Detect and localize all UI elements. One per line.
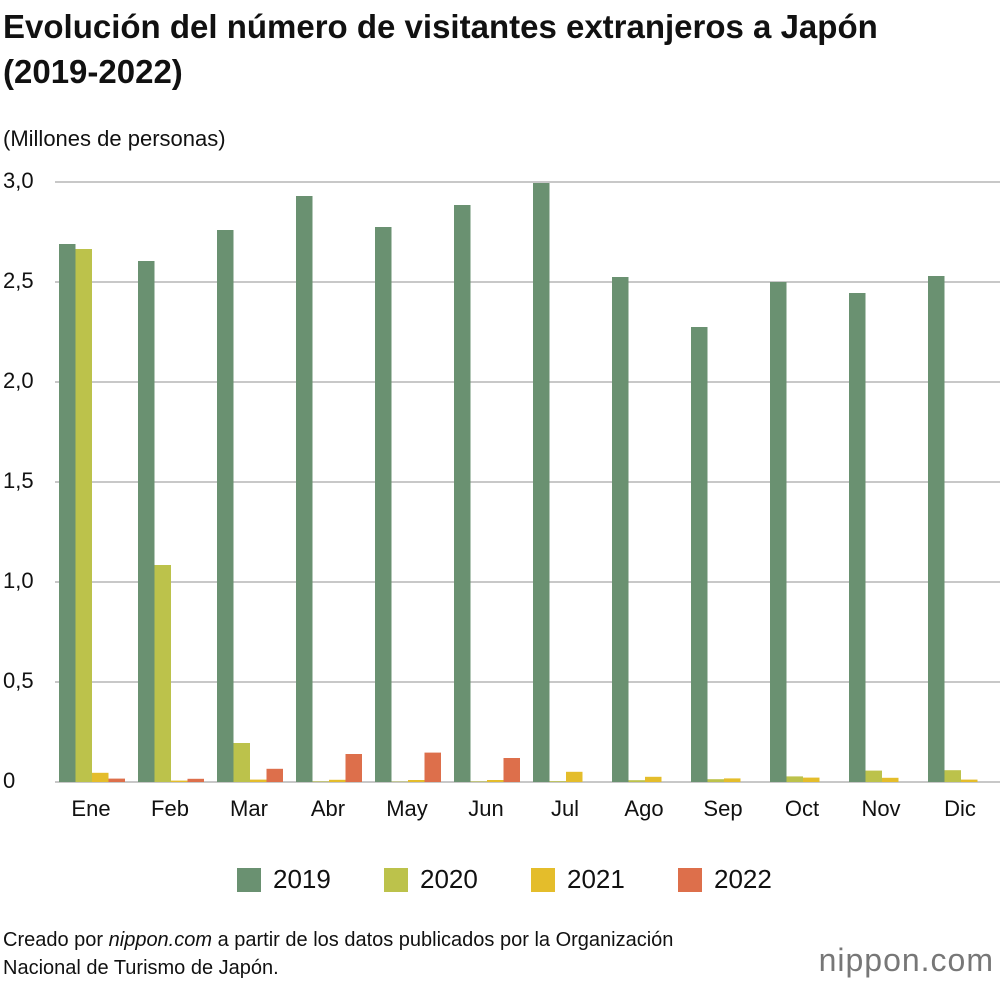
bar: [944, 770, 961, 782]
bar: [138, 261, 155, 782]
bar: [882, 777, 899, 782]
legend-swatch: [237, 868, 261, 892]
bar: [408, 780, 425, 782]
x-tick-label: May: [386, 796, 428, 821]
bar: [724, 778, 741, 782]
y-tick-label: 3,0: [3, 168, 34, 193]
bar: [865, 770, 882, 782]
source-suffix: a partir de los datos publicados por la …: [3, 929, 674, 979]
bar: [59, 244, 76, 782]
bar: [266, 768, 283, 782]
bar: [803, 777, 820, 782]
source-site: nippon.com: [108, 929, 213, 951]
y-tick-label: 1,5: [3, 468, 34, 493]
bar: [786, 776, 803, 782]
bar: [250, 779, 267, 782]
bar: [108, 778, 125, 782]
source-note: Creado por nippon.com a partir de los da…: [3, 926, 723, 982]
bar: [645, 776, 662, 782]
bar: [312, 781, 329, 782]
x-tick-label: Sep: [703, 796, 742, 821]
bar: [233, 743, 250, 782]
bar: [928, 276, 945, 782]
bar: [345, 754, 362, 782]
legend-label: 2022: [714, 864, 772, 894]
bar: [549, 781, 566, 782]
y-tick-label: 0,5: [3, 668, 34, 693]
bar: [424, 752, 441, 782]
x-tick-label: Jun: [468, 796, 503, 821]
y-tick-label: 0: [3, 768, 15, 793]
x-tick-label: Mar: [230, 796, 268, 821]
x-tick-label: Feb: [151, 796, 189, 821]
legend-swatch: [678, 868, 702, 892]
x-tick-label: Dic: [944, 796, 976, 821]
bar: [171, 780, 188, 782]
chart-title: Evolución del número de visitantes extra…: [3, 8, 878, 90]
legend-label: 2021: [567, 864, 625, 894]
x-tick-label: Oct: [785, 796, 819, 821]
bar: [92, 772, 109, 782]
bar: [533, 183, 550, 782]
bar: [566, 771, 583, 782]
bar: [770, 282, 787, 782]
bar: [691, 327, 708, 782]
bar: [375, 227, 392, 782]
x-tick-label: Ene: [71, 796, 110, 821]
bar: [187, 778, 204, 782]
bar: [296, 196, 313, 782]
x-tick-label: Ago: [624, 796, 663, 821]
bar: [503, 758, 520, 782]
legend-swatch: [531, 868, 555, 892]
y-tick-label: 2,0: [3, 368, 34, 393]
legend-swatch: [384, 868, 408, 892]
bar: [849, 293, 866, 782]
legend-label: 2019: [273, 864, 331, 894]
legend-label: 2020: [420, 864, 478, 894]
bar: [329, 779, 346, 782]
bar: [612, 277, 629, 782]
bar: [707, 779, 724, 782]
source-prefix: Creado por: [3, 929, 104, 951]
bar: [628, 780, 645, 782]
y-axis-label: (Millones de personas): [3, 126, 226, 151]
bar: [217, 230, 234, 782]
bar: [154, 565, 171, 782]
y-tick-label: 2,5: [3, 268, 34, 293]
bar: [487, 780, 504, 782]
bar: [470, 781, 487, 782]
x-tick-label: Abr: [311, 796, 345, 821]
x-tick-label: Jul: [551, 796, 579, 821]
logo: nippon.com: [818, 942, 994, 978]
x-tick-label: Nov: [861, 796, 900, 821]
bar: [961, 779, 978, 782]
bar: [75, 249, 92, 782]
y-tick-label: 1,0: [3, 568, 34, 593]
bar: [454, 205, 471, 782]
